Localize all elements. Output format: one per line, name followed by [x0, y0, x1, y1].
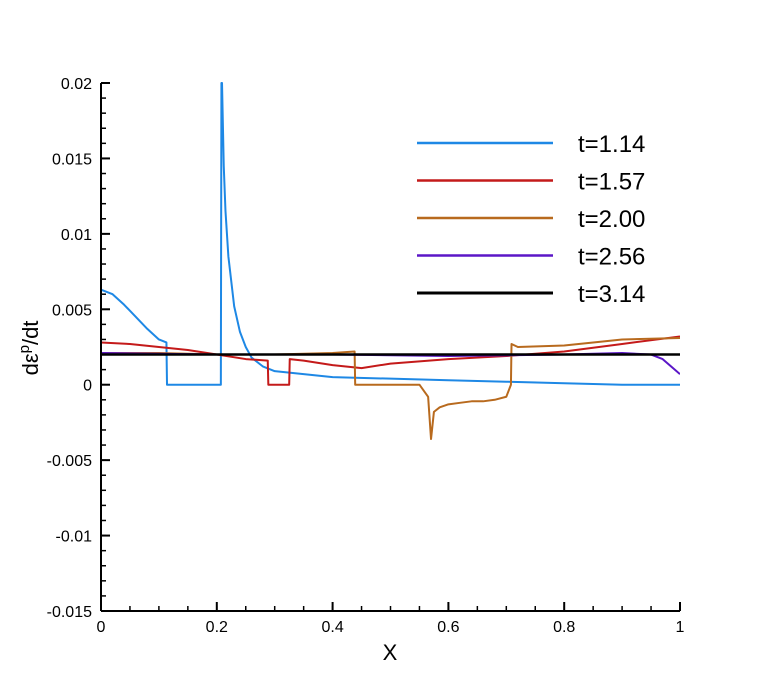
y-tick-label: 0.02	[61, 76, 92, 93]
x-tick-label: 0	[97, 619, 106, 636]
y-tick-label: -0.005	[47, 453, 92, 470]
legend-label-5: t=3.14	[578, 281, 645, 308]
x-tick-label: 1	[676, 619, 685, 636]
legend-label-1: t=1.14	[578, 131, 645, 158]
ticks-layer: 0 0.2 0.4 0.6 0.8 1 -0.015 -0.01 -0.005 0 0.005 0.0…	[47, 76, 685, 636]
y-axis-title-sup: p	[16, 345, 33, 353]
legend-label-2: t=1.57	[578, 169, 645, 196]
x-axis-title: X	[383, 640, 398, 665]
x-tick-label: 0.2	[206, 619, 228, 636]
y-axis-title-base: dε	[18, 353, 43, 375]
legend-label-3: t=2.00	[578, 206, 645, 233]
series-layer	[101, 82, 680, 441]
y-tick-label: 0	[83, 378, 92, 395]
series-line-1	[101, 82, 680, 386]
x-tick-label: 0.4	[321, 619, 343, 636]
y-tick-label: -0.01	[56, 529, 93, 546]
y-axis-title-tail: /dt	[18, 321, 43, 345]
y-tick-label: 0.005	[52, 302, 92, 319]
x-tick-label: 0.8	[553, 619, 575, 636]
y-tick-label: 0.015	[52, 151, 92, 168]
series-line-3	[101, 336, 680, 441]
y-axis-title: dεp/dt	[16, 321, 43, 376]
y-tick-label: 0.01	[61, 227, 92, 244]
x-tick-label: 0.6	[437, 619, 459, 636]
y-tick-label: -0.015	[47, 604, 92, 621]
legend-label-4: t=2.56	[578, 244, 645, 271]
legend: t=1.14 t=1.57 t=2.00 t=2.56 t=3.14	[417, 131, 645, 308]
